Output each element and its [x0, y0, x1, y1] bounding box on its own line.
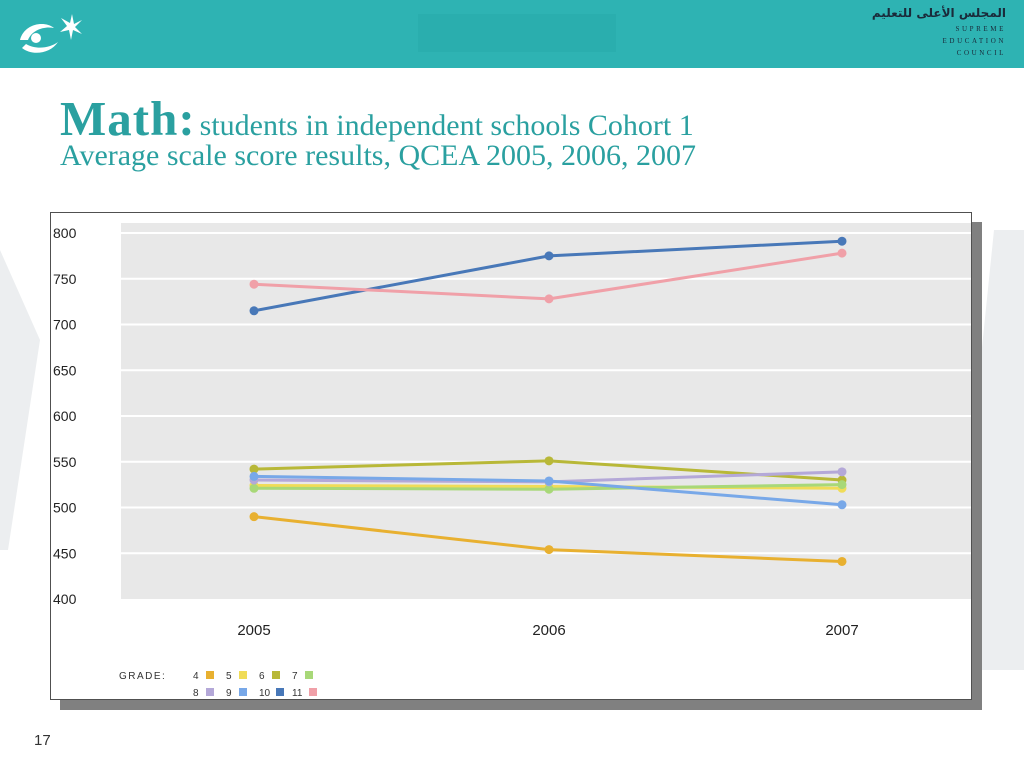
legend-swatch [272, 671, 280, 679]
legend-label: 5 [226, 671, 232, 682]
brand-line: SUPREME [955, 25, 1006, 33]
data-point-grade-10 [837, 236, 847, 246]
brand-line: EDUCATION [942, 37, 1006, 45]
legend-label: 10 [259, 688, 271, 699]
legend-label: 4 [193, 671, 199, 682]
legend-label: 8 [193, 688, 199, 699]
legend-title: GRADE: [119, 671, 166, 682]
x-tick-label: 2006 [532, 622, 565, 639]
legend-swatch [309, 688, 317, 696]
data-point-grade-4 [544, 545, 554, 555]
brand-arabic-name: المجلس الأعلى للتعليم [871, 6, 1006, 20]
legend-swatch [305, 671, 313, 679]
y-tick-label: 650 [53, 362, 77, 378]
legend-swatch [206, 671, 214, 679]
legend-label: 7 [292, 671, 298, 682]
data-point-grade-9 [544, 476, 554, 486]
data-point-grade-4 [249, 512, 259, 522]
title-subject: students in independent schools Cohort 1 [199, 109, 694, 142]
y-tick-label: 800 [53, 225, 77, 241]
council-logo-icon [20, 14, 82, 53]
data-point-grade-7 [249, 483, 259, 493]
legend-swatch [239, 671, 247, 679]
legend-label: 11 [292, 688, 303, 699]
x-tick-label: 2007 [825, 622, 858, 639]
y-tick-label: 550 [53, 454, 77, 470]
data-point-grade-7 [544, 484, 554, 494]
data-point-grade-10 [544, 251, 554, 261]
y-tick-label: 500 [53, 500, 77, 516]
header-panel [418, 14, 616, 52]
legend-swatch [239, 688, 247, 696]
data-point-grade-8 [837, 467, 847, 477]
y-tick-label: 700 [53, 317, 77, 333]
header-bar: المجلس الأعلى للتعليم SUPREME EDUCATION … [0, 0, 1024, 68]
data-point-grade-9 [249, 471, 259, 481]
brand-block: المجلس الأعلى للتعليم SUPREME EDUCATION … [872, 6, 1006, 59]
data-point-grade-4 [837, 556, 847, 566]
y-tick-label: 750 [53, 271, 77, 287]
data-point-grade-6 [544, 456, 554, 466]
legend-swatch [276, 688, 284, 696]
slide-number: 17 [34, 732, 51, 749]
data-point-grade-11 [837, 248, 847, 258]
line-chart: 400 450 500 550 600 650 700 750 800 2005 2006 2007 G… [53, 223, 971, 699]
legend-swatch [206, 688, 214, 696]
y-tick-label: 400 [53, 591, 77, 607]
data-point-grade-7 [837, 480, 847, 490]
brand-line: COUNCIL [956, 49, 1006, 57]
title-main: Math: [60, 91, 196, 146]
data-point-grade-10 [249, 306, 259, 316]
x-tick-label: 2005 [237, 622, 270, 639]
data-point-grade-11 [544, 294, 554, 304]
data-point-grade-6 [249, 464, 259, 474]
legend-label: 6 [259, 671, 265, 682]
y-tick-label: 450 [53, 545, 77, 561]
slide-title: Math: students in independent schools Co… [60, 90, 696, 173]
data-point-grade-11 [249, 279, 259, 289]
y-tick-label: 600 [53, 408, 77, 424]
data-point-grade-9 [837, 500, 847, 510]
chart-container: 400 450 500 550 600 650 700 750 800 2005 2006 2007 G… [50, 212, 972, 700]
legend-label: 9 [226, 688, 232, 699]
background-shape [0, 250, 40, 550]
title-line-2: Average scale score results, QCEA 2005, … [60, 139, 696, 172]
